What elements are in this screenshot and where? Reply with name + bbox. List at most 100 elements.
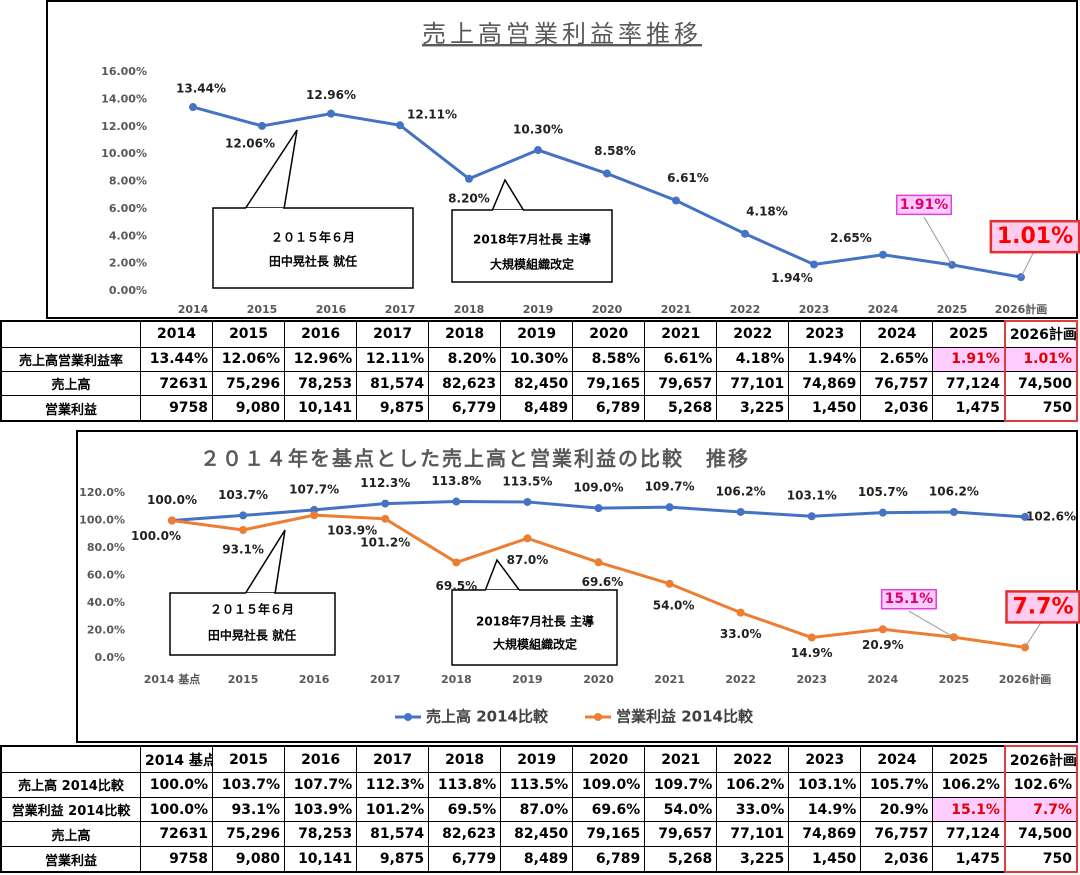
data-label: 105.7% xyxy=(858,485,908,499)
y-tick-label: 0.00% xyxy=(109,284,147,297)
table-cell: 6,789 xyxy=(572,395,646,422)
data-label: 8.20% xyxy=(448,191,490,205)
table-cell: 77,101 xyxy=(716,821,790,848)
data-label: 93.1% xyxy=(222,542,264,556)
y-tick-label: 10.00% xyxy=(101,147,147,160)
y-tick-label: 4.00% xyxy=(109,229,147,242)
column-header: 2023 xyxy=(788,745,862,774)
column-header: 2022 xyxy=(716,745,790,774)
data-point xyxy=(258,121,266,130)
x-tick-label: 2026計画 xyxy=(995,302,1048,316)
legend-label: 売上高 2014比較 xyxy=(426,708,549,726)
table-cell: 74,500 xyxy=(1003,821,1079,848)
table-cell: 1,475 xyxy=(932,846,1006,873)
data-point xyxy=(189,103,197,112)
table-cell: 3,225 xyxy=(716,395,790,422)
data-label: 7.7% xyxy=(1012,594,1073,619)
table-cell: 79,165 xyxy=(572,371,646,397)
table-cell: 9,875 xyxy=(356,846,430,873)
data-point xyxy=(327,109,335,118)
column-header: 2020 xyxy=(572,320,646,348)
y-tick-label: 2.00% xyxy=(109,257,147,270)
column-header: 2014 xyxy=(139,320,214,348)
data-point xyxy=(381,499,390,508)
table-cell: 72631 xyxy=(139,821,214,848)
y-tick-label: 100.0% xyxy=(79,514,125,527)
x-tick-label: 2017 xyxy=(385,303,416,316)
callout-text: ２０１５年６月 xyxy=(271,230,355,245)
x-tick-label: 2014 xyxy=(178,303,209,316)
table-cell: 2.65% xyxy=(860,346,934,373)
table-cell: 6,789 xyxy=(572,846,646,873)
data-point xyxy=(807,512,816,521)
data-label: 14.9% xyxy=(791,646,833,660)
data-label: 20.9% xyxy=(862,638,904,652)
data-point xyxy=(452,558,461,567)
table-cell: 8.20% xyxy=(428,346,502,373)
data-point xyxy=(741,229,749,238)
data-label: 33.0% xyxy=(720,627,762,641)
data-label: 106.2% xyxy=(716,484,766,498)
x-tick-label: 2019 xyxy=(512,673,543,686)
table-cell: 10.30% xyxy=(500,346,574,373)
callout-text: 2018年7月社長 主導 xyxy=(473,232,591,247)
table-cell: 82,450 xyxy=(500,371,574,397)
data-point xyxy=(879,250,887,259)
table-cell: 109.7% xyxy=(644,772,718,798)
table-cell: 13.44% xyxy=(139,346,214,373)
table-cell: 93.1% xyxy=(212,796,286,823)
table-cell: 76,757 xyxy=(860,371,934,397)
data-label: 13.44% xyxy=(176,82,226,96)
table-cell: 9,875 xyxy=(356,395,430,422)
table-cell: 9758 xyxy=(139,395,214,422)
column-header: 2025 xyxy=(932,320,1006,348)
data-label: 109.0% xyxy=(574,481,624,495)
callout: ２０１５年６月 田中晃社長 就任 xyxy=(169,529,336,656)
table-cell: 9,080 xyxy=(212,395,286,422)
table-cell: 12.96% xyxy=(284,346,358,373)
data-label: 102.6% xyxy=(1026,509,1076,523)
data-point xyxy=(310,511,319,520)
data-point xyxy=(665,579,674,588)
table-cell: 106.2% xyxy=(932,772,1006,798)
data-label: 1.01% xyxy=(997,224,1073,249)
x-tick-label: 2015 xyxy=(228,673,259,686)
data-label: 100.0% xyxy=(147,493,197,507)
x-tick-label: 2017 xyxy=(370,673,401,686)
data-table: 2014 基点 2015 2016 2017 2018 2019 2020 2021 2022 2… xyxy=(0,745,1079,874)
table-cell: 6,779 xyxy=(428,846,502,873)
table-cell: 78,253 xyxy=(284,821,358,848)
x-tick-label: 2021 xyxy=(661,303,692,316)
table-cell: 69.6% xyxy=(572,796,646,823)
table-row: 売上高営業利益率 13.44% 12.06% 12.96% 12.11% 8.20% 10.… xyxy=(0,346,1079,373)
row-label: 営業利益 xyxy=(0,846,141,873)
table-cell: 109.0% xyxy=(572,772,646,798)
x-tick-label: 2015 xyxy=(247,303,278,316)
table-cell: 1.91% xyxy=(932,346,1006,373)
table-cell: 14.9% xyxy=(788,796,862,823)
callout: 2018年7月社長 主導 大規模組織改定 xyxy=(451,178,613,283)
table-cell: 750 xyxy=(1003,846,1079,874)
table-cell: 87.0% xyxy=(500,796,574,823)
table-cell: 3,225 xyxy=(716,846,790,873)
table-cell: 10,141 xyxy=(284,846,358,873)
y-tick-label: 6.00% xyxy=(109,202,147,215)
data-label: 10.30% xyxy=(513,123,563,137)
x-tick-label: 2023 xyxy=(799,303,830,316)
table-cell: 101.2% xyxy=(356,796,430,823)
table-cell: 79,165 xyxy=(572,821,646,848)
data-point xyxy=(239,511,248,520)
chart-frame xyxy=(76,430,1078,743)
x-tick-label: 2022 xyxy=(725,673,756,686)
column-header: 2021 xyxy=(644,320,718,348)
leader-line xyxy=(1020,248,1036,278)
data-point xyxy=(1021,512,1029,521)
data-point xyxy=(665,503,674,512)
column-header: 2026計画 xyxy=(1003,319,1079,348)
header-row: 2014 2015 2016 2017 2018 2019 2020 2021 2022 2023… xyxy=(0,319,1079,348)
table-row: 営業利益 9758 9,080 10,141 9,875 6,779 8,489 6,789 5… xyxy=(0,846,1079,874)
column-header: 2016 xyxy=(284,320,358,348)
table-row: 営業利益 9758 9,080 10,141 9,875 6,779 8,489 6,789 5… xyxy=(0,395,1079,423)
row-label: 売上高 2014比較 xyxy=(0,772,141,798)
